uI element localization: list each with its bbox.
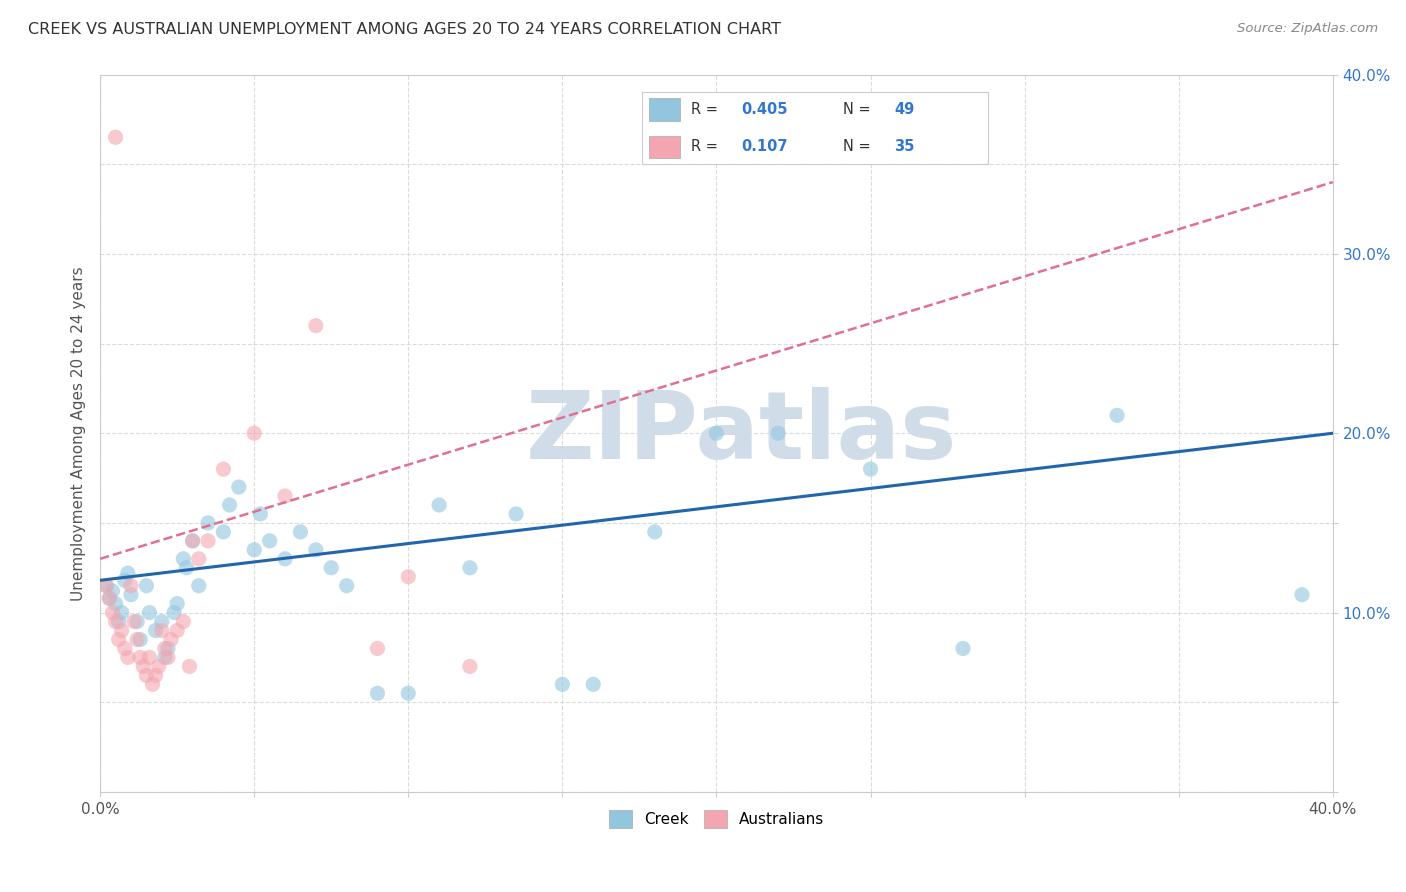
Point [290, 524, 312, 539]
Point [114, 574, 136, 588]
Point [336, 579, 359, 593]
Point [1105, 409, 1128, 423]
Point [274, 489, 297, 503]
Point [458, 659, 481, 673]
Point [458, 561, 481, 575]
Point [129, 632, 152, 647]
Legend: Creek, Australians: Creek, Australians [603, 804, 830, 835]
Point [122, 615, 145, 629]
Point [305, 542, 328, 557]
Point [114, 641, 136, 656]
Point [135, 668, 157, 682]
Point [181, 533, 204, 548]
Point [156, 641, 179, 656]
Point [111, 606, 134, 620]
Point [1291, 588, 1313, 602]
Point [859, 462, 882, 476]
Point [129, 650, 152, 665]
Point [107, 615, 129, 629]
Point [366, 686, 388, 700]
Point [156, 650, 179, 665]
Point [228, 480, 250, 494]
Text: Source: ZipAtlas.com: Source: ZipAtlas.com [1237, 22, 1378, 36]
Point [396, 686, 419, 700]
Point [166, 624, 188, 638]
Point [644, 524, 666, 539]
Y-axis label: Unemployment Among Ages 20 to 24 years: Unemployment Among Ages 20 to 24 years [72, 266, 86, 600]
Point [187, 551, 209, 566]
Point [259, 533, 281, 548]
Point [138, 650, 160, 665]
Point [96, 579, 118, 593]
Point [141, 677, 163, 691]
Point [505, 507, 527, 521]
Text: CREEK VS AUSTRALIAN UNEMPLOYMENT AMONG AGES 20 TO 24 YEARS CORRELATION CHART: CREEK VS AUSTRALIAN UNEMPLOYMENT AMONG A… [28, 22, 782, 37]
Point [150, 624, 173, 638]
Point [218, 498, 240, 512]
Point [117, 650, 139, 665]
Point [166, 597, 188, 611]
Point [187, 579, 209, 593]
Point [243, 542, 266, 557]
Point [107, 632, 129, 647]
Point [366, 641, 388, 656]
Point [98, 591, 121, 606]
Point [396, 570, 419, 584]
Text: ZIPatlas: ZIPatlas [526, 387, 957, 479]
Point [153, 641, 176, 656]
Point [153, 650, 176, 665]
Point [98, 591, 121, 606]
Point [145, 668, 167, 682]
Point [104, 130, 127, 145]
Point [111, 624, 134, 638]
Point [197, 533, 219, 548]
Point [427, 498, 450, 512]
Point [138, 606, 160, 620]
Point [243, 426, 266, 441]
Point [321, 561, 343, 575]
Point [172, 615, 194, 629]
Point [176, 561, 198, 575]
Point [952, 641, 974, 656]
Point [135, 579, 157, 593]
Point [179, 659, 201, 673]
Point [127, 615, 149, 629]
Point [104, 597, 127, 611]
Point [582, 677, 605, 691]
Point [101, 584, 124, 599]
Point [96, 579, 118, 593]
Point [197, 516, 219, 530]
Point [274, 551, 297, 566]
Point [706, 426, 728, 441]
Point [132, 659, 155, 673]
Point [305, 318, 328, 333]
Point [249, 507, 271, 521]
Point [101, 606, 124, 620]
Point [150, 615, 173, 629]
Point [104, 615, 127, 629]
Point [117, 566, 139, 581]
Point [120, 588, 142, 602]
Point [766, 426, 789, 441]
Point [127, 632, 149, 647]
Point [212, 462, 235, 476]
Point [120, 579, 142, 593]
Point [172, 551, 194, 566]
Point [145, 624, 167, 638]
Point [148, 659, 170, 673]
Point [181, 533, 204, 548]
Point [163, 606, 186, 620]
Point [551, 677, 574, 691]
Point [160, 632, 183, 647]
Point [212, 524, 235, 539]
